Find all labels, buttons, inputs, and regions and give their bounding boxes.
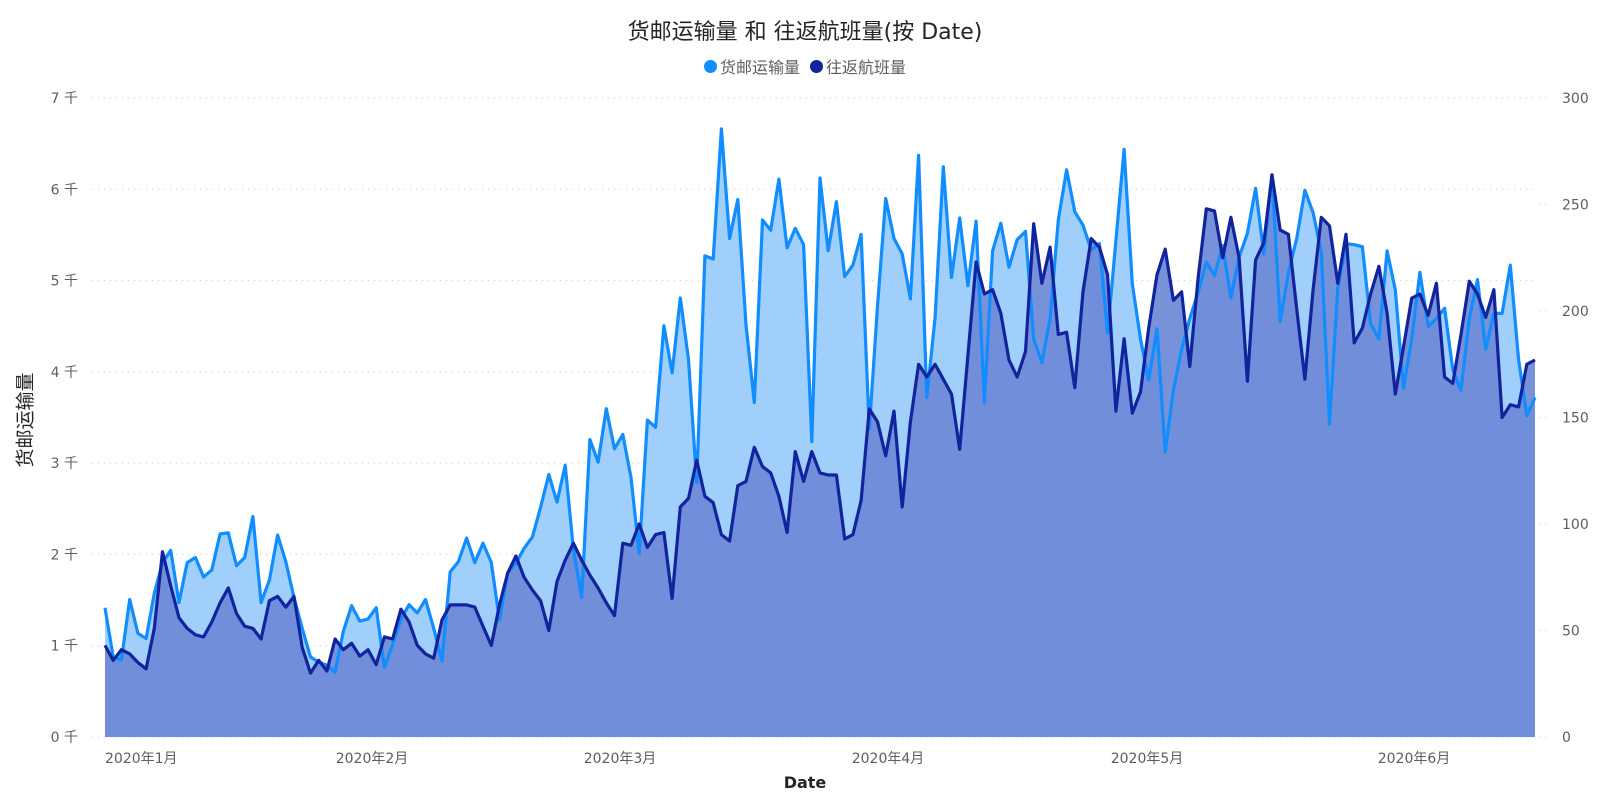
y-right-tick-label: 50 [1562,624,1580,640]
y-axis-left: 0 千 1 千 2 千 3 千 4 千 5 千 6 千 7 千 [51,91,78,746]
y-right-tick-label: 200 [1562,304,1589,320]
y-left-tick-label: 5 千 [51,274,78,290]
x-axis: 2020年1月 2020年2月 2020年3月 2020年4月 2020年5月 2020年… [105,751,1450,767]
series-line[interactable] [103,173,1536,675]
series-areas [105,128,1535,738]
x-axis-title: Date [783,773,827,792]
y-left-tick-label: 3 千 [51,456,78,472]
series-line[interactable] [103,127,1537,674]
x-tick-label: 2020年3月 [584,751,657,767]
y-right-tick-label: 100 [1562,517,1589,533]
y-left-tick-label: 2 千 [51,547,78,563]
legend-label: 货邮运输量 [719,58,800,77]
y-right-tick-label: 0 [1562,730,1571,746]
y-axis-right: 0 50 100 150 200 250 300 [1562,91,1589,746]
x-tick-label: 2020年2月 [336,751,409,767]
legend-label: 往返航班量 [826,58,907,77]
legend-item-flights[interactable]: 往返航班量 [810,54,906,78]
x-tick-label: 2020年6月 [1378,751,1451,767]
chart-title: 货邮运输量 和 往返航班量(按 Date) [627,20,983,45]
y-left-tick-label: 0 千 [51,730,78,746]
legend-dot-icon [810,59,823,73]
y-right-tick-label: 300 [1562,91,1589,107]
legend: 货邮运输量 往返航班量 [0,54,1610,78]
legend-dot-icon [703,59,717,73]
x-tick-label: 2020年5月 [1111,751,1184,767]
y-left-tick-label: 6 千 [51,182,78,198]
legend-item-cargo[interactable]: 货邮运输量 [703,54,800,78]
y-left-tick-label: 1 千 [51,639,78,655]
x-tick-label: 2020年1月 [105,751,178,767]
y-left-tick-label: 4 千 [51,365,78,381]
y-right-tick-label: 150 [1562,411,1589,427]
y-left-tick-label: 7 千 [51,91,78,107]
x-tick-label: 2020年4月 [852,751,925,767]
series-lines [103,127,1537,675]
series-area [105,174,1535,737]
y-right-tick-label: 250 [1562,198,1589,214]
